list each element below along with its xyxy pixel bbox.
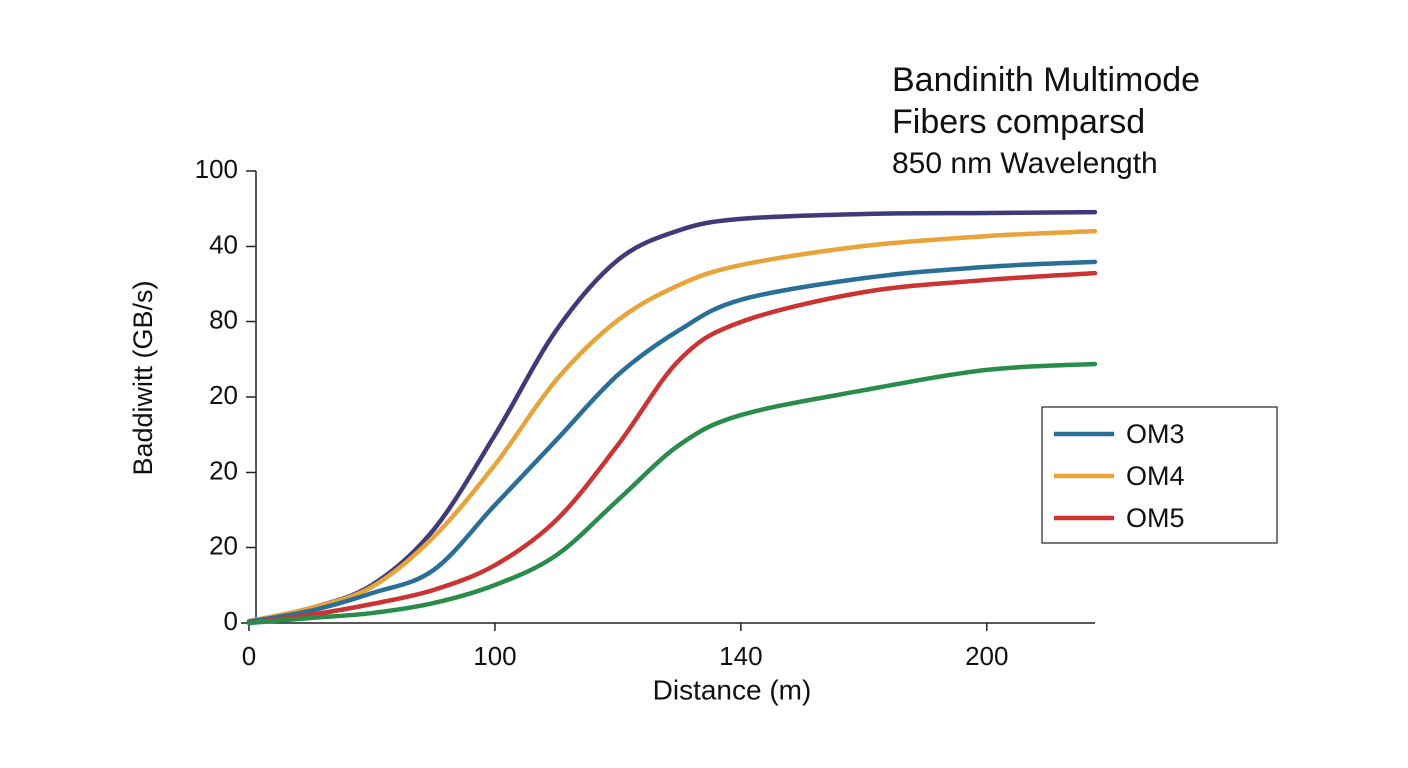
y-tick-label: 40: [209, 229, 238, 259]
y-tick-label: 20: [209, 380, 238, 410]
legend-label: OM5: [1126, 503, 1185, 533]
x-axis-label: Distance (m): [653, 674, 812, 705]
x-tick-label: 140: [719, 641, 762, 671]
y-tick-label: 20: [209, 455, 238, 485]
x-tick-label: 0: [242, 641, 256, 671]
x-tick-label: 100: [473, 641, 516, 671]
series-line: [246, 228, 1098, 624]
series-line: [246, 259, 1098, 624]
legend-label: OM4: [1126, 461, 1185, 491]
x-tick-label: 200: [965, 641, 1008, 671]
y-tick-label: 100: [195, 154, 238, 184]
chart-title: Fibers comparsd: [892, 103, 1145, 141]
y-tick-label: 0: [224, 606, 238, 636]
y-tick-label: 20: [209, 530, 238, 560]
series-line: [246, 270, 1098, 626]
legend-label: OM3: [1126, 419, 1185, 449]
chart-title: Bandinith Multimode: [892, 61, 1200, 99]
series-line: [246, 209, 1098, 624]
y-tick-label: 80: [209, 304, 238, 334]
y-axis-label: Baddiwitt (GB/s): [128, 280, 158, 475]
series-line: [246, 361, 1098, 626]
chart-subtitle: 850 nm Wavelength: [892, 147, 1158, 180]
